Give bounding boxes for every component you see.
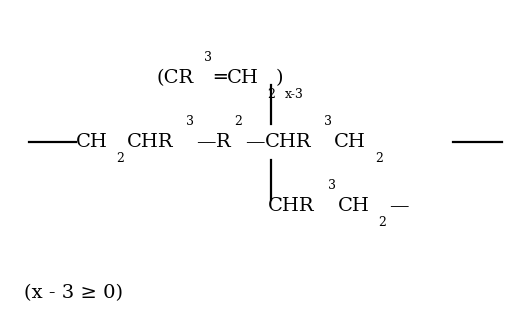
Text: CH: CH [338, 197, 370, 215]
Text: ): ) [275, 69, 282, 87]
Text: x-3: x-3 [285, 88, 304, 101]
Text: CH: CH [334, 133, 366, 151]
Text: CHR: CHR [268, 197, 315, 215]
Text: ═: ═ [214, 69, 226, 87]
Text: 3: 3 [204, 50, 212, 63]
Text: (x - 3 ≥ 0): (x - 3 ≥ 0) [24, 284, 123, 302]
Text: CHR: CHR [126, 133, 173, 151]
Text: 3: 3 [186, 115, 194, 128]
Text: CH: CH [227, 69, 258, 87]
Text: (CR: (CR [156, 69, 194, 87]
Text: —: — [196, 133, 216, 151]
Text: 3: 3 [324, 115, 332, 128]
Text: —: — [389, 197, 408, 215]
Text: 2: 2 [267, 88, 275, 101]
Text: 2: 2 [235, 115, 242, 128]
Text: CH: CH [76, 133, 107, 151]
Text: 2: 2 [379, 216, 387, 228]
Text: CHR: CHR [265, 133, 311, 151]
Text: 2: 2 [375, 152, 383, 165]
Text: 2: 2 [116, 152, 124, 165]
Text: 3: 3 [328, 179, 336, 192]
Text: —: — [245, 133, 264, 151]
Text: R: R [216, 133, 230, 151]
